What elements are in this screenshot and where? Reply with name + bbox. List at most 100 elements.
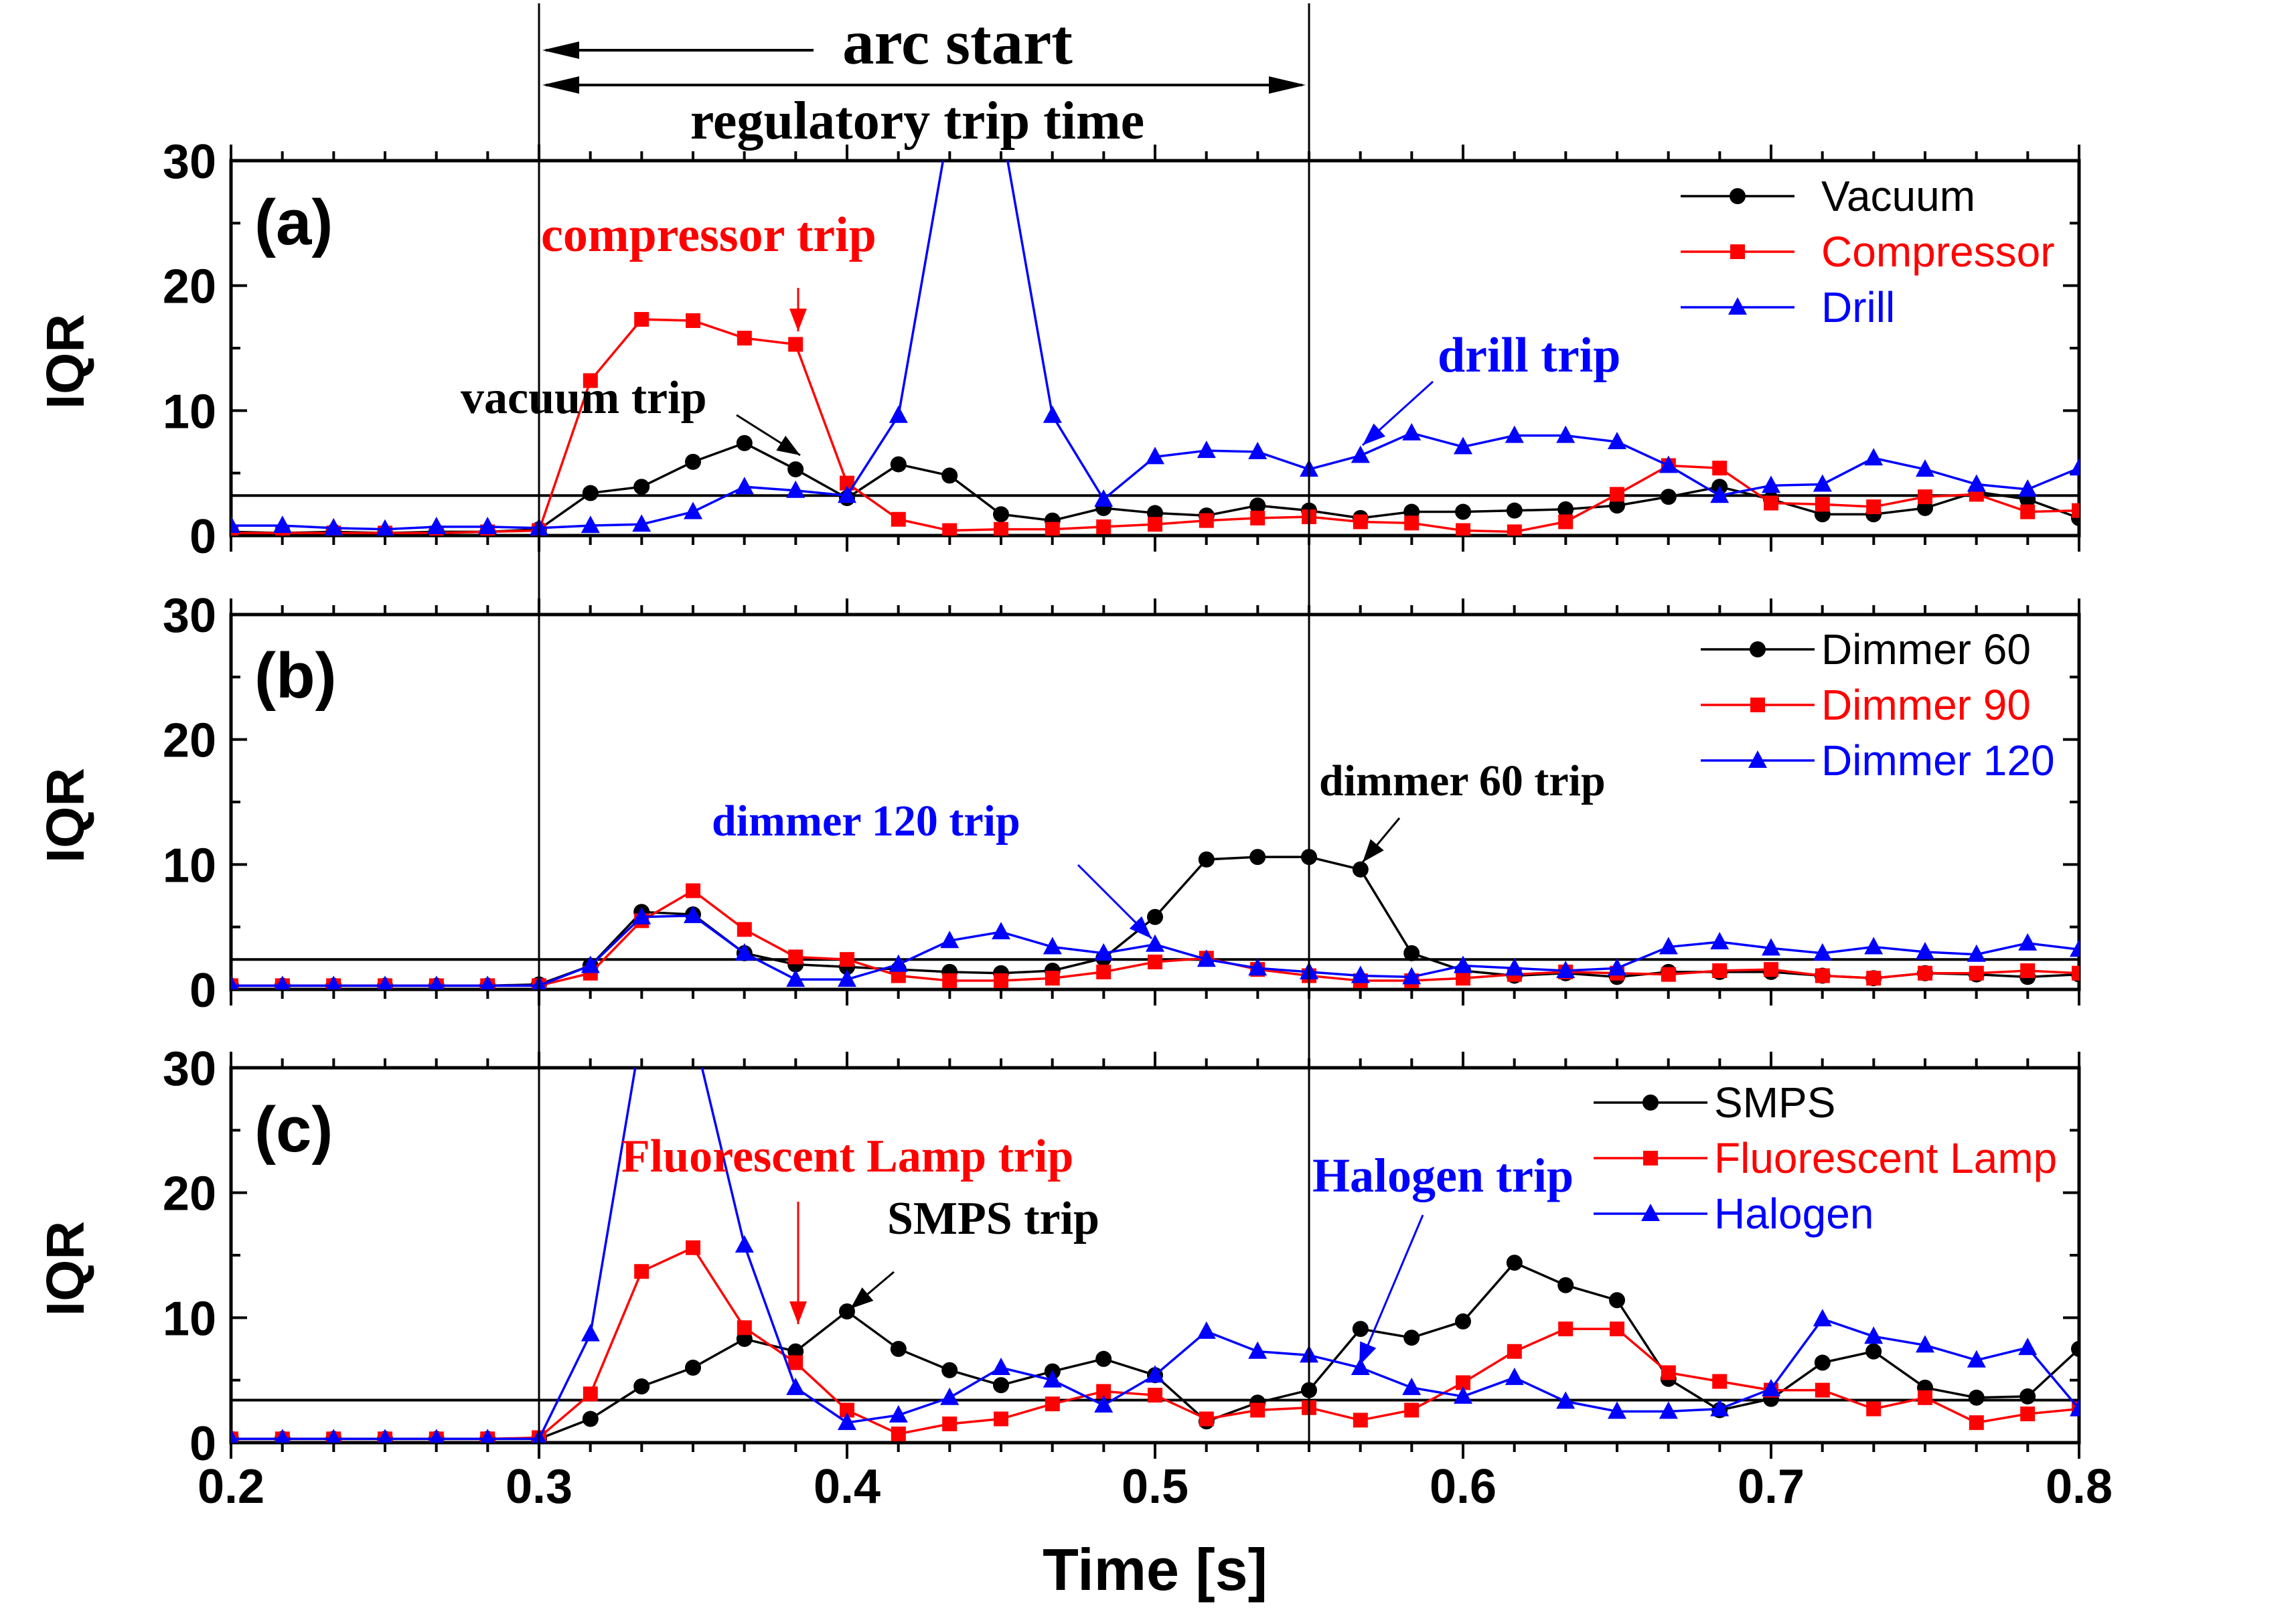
panel-label: (c) bbox=[254, 1094, 333, 1165]
data-point bbox=[1456, 1375, 1470, 1390]
data-point bbox=[583, 373, 598, 388]
legend-label: Vacuum bbox=[1821, 172, 1975, 220]
data-point bbox=[1096, 1384, 1112, 1399]
data-point bbox=[1712, 461, 1728, 476]
data-point bbox=[1402, 967, 1422, 985]
data-point bbox=[1659, 455, 1678, 473]
data-point bbox=[480, 975, 495, 989]
data-point bbox=[582, 1411, 599, 1427]
data-point bbox=[737, 331, 752, 346]
legend-label: Dimmer 90 bbox=[1821, 681, 2031, 729]
data-point bbox=[1556, 1391, 1576, 1409]
legend-item: Dimmer 90 bbox=[1701, 681, 2031, 729]
data-point bbox=[1659, 937, 1678, 955]
legend-item: Vacuum bbox=[1681, 172, 1975, 220]
data-point bbox=[1762, 1378, 1780, 1396]
annotation-arrowhead bbox=[789, 309, 807, 331]
annotation-label: dimmer 60 trip bbox=[1319, 756, 1606, 805]
data-point bbox=[1197, 949, 1216, 967]
data-point bbox=[632, 906, 652, 924]
legend-label: Fluorescent Lamp bbox=[1714, 1134, 2057, 1182]
data-point bbox=[1764, 495, 1778, 511]
data-point bbox=[1815, 497, 1830, 512]
data-point bbox=[2070, 1398, 2079, 1417]
legend-label: Dimmer 120 bbox=[1821, 736, 2055, 785]
panel-label: (a) bbox=[254, 187, 333, 258]
data-point bbox=[1148, 517, 1162, 532]
data-point bbox=[1608, 958, 1626, 976]
data-point bbox=[1813, 474, 1832, 492]
data-point bbox=[275, 1429, 290, 1443]
data-point bbox=[1661, 967, 1676, 982]
data-point bbox=[940, 1387, 960, 1405]
legend-item: SMPS bbox=[1594, 1078, 1835, 1127]
legend-label: Dimmer 60 bbox=[1821, 625, 2031, 673]
data-point bbox=[273, 515, 292, 534]
data-point bbox=[1043, 937, 1062, 955]
y-axis-label: IQR bbox=[35, 768, 95, 863]
data-point bbox=[1507, 1344, 1522, 1359]
data-point bbox=[1352, 1321, 1369, 1338]
data-point bbox=[1249, 497, 1266, 514]
data-point bbox=[993, 1377, 1009, 1394]
y-tick-label: 0 bbox=[189, 964, 216, 1018]
data-point bbox=[1558, 1321, 1574, 1337]
data-point bbox=[2020, 504, 2036, 519]
data-point bbox=[992, 922, 1010, 940]
data-point bbox=[891, 1426, 906, 1441]
data-point bbox=[686, 313, 700, 328]
annotation-arrowhead bbox=[1363, 423, 1385, 445]
data-point bbox=[1814, 1354, 1831, 1371]
data-point bbox=[1610, 487, 1624, 502]
data-point bbox=[1198, 851, 1215, 868]
data-point bbox=[1148, 1388, 1162, 1403]
legend-marker bbox=[1642, 1095, 1659, 1111]
series-group-1 bbox=[231, 849, 2079, 989]
legend-item: Drill bbox=[1681, 283, 1895, 331]
data-point bbox=[1094, 943, 1114, 961]
data-point bbox=[1454, 436, 1472, 455]
data-point bbox=[1918, 965, 1932, 981]
annotation-label: vacuum trip bbox=[461, 372, 707, 424]
data-point bbox=[1864, 937, 1884, 955]
data-point bbox=[941, 467, 958, 484]
data-point bbox=[1609, 1292, 1625, 1309]
annotation-arrowhead bbox=[1363, 839, 1384, 862]
legend-marker bbox=[1728, 297, 1747, 315]
data-point bbox=[1918, 489, 1932, 505]
arc-start-arrowhead bbox=[542, 42, 579, 59]
annotation-label: compressor trip bbox=[541, 208, 876, 262]
data-point bbox=[581, 955, 600, 973]
x-tick-label: 0.6 bbox=[1430, 1460, 1497, 1514]
data-point bbox=[786, 1377, 806, 1395]
series-line-compressor bbox=[231, 318, 2079, 535]
data-point bbox=[480, 1429, 495, 1443]
x-tick-label: 0.2 bbox=[198, 1460, 264, 1514]
data-point bbox=[1455, 503, 1471, 520]
regulatory-trip-time-label: regulatory trip time bbox=[690, 92, 1144, 151]
data-point bbox=[2072, 503, 2079, 518]
data-point bbox=[1043, 1370, 1062, 1388]
legend-item: Dimmer 60 bbox=[1701, 625, 2031, 673]
data-point bbox=[2070, 939, 2079, 957]
data-point bbox=[686, 1240, 700, 1255]
annotation-arrowhead bbox=[789, 1301, 807, 1324]
data-point bbox=[1556, 425, 1576, 443]
data-point bbox=[1146, 934, 1164, 952]
data-point bbox=[1710, 485, 1730, 503]
data-point bbox=[994, 973, 1008, 988]
data-point bbox=[788, 1355, 803, 1370]
data-point bbox=[1506, 502, 1523, 519]
data-point bbox=[634, 1264, 649, 1279]
data-point bbox=[994, 1411, 1008, 1427]
data-point bbox=[2071, 1341, 2079, 1357]
data-point bbox=[1351, 1358, 1370, 1375]
legend-item: Dimmer 120 bbox=[1701, 736, 2055, 785]
data-point bbox=[324, 517, 343, 536]
data-point bbox=[1454, 1386, 1472, 1404]
data-point bbox=[1712, 963, 1728, 978]
data-point bbox=[1147, 908, 1163, 925]
data-point bbox=[993, 506, 1009, 523]
data-point bbox=[1918, 1390, 1932, 1405]
data-point bbox=[478, 516, 498, 534]
